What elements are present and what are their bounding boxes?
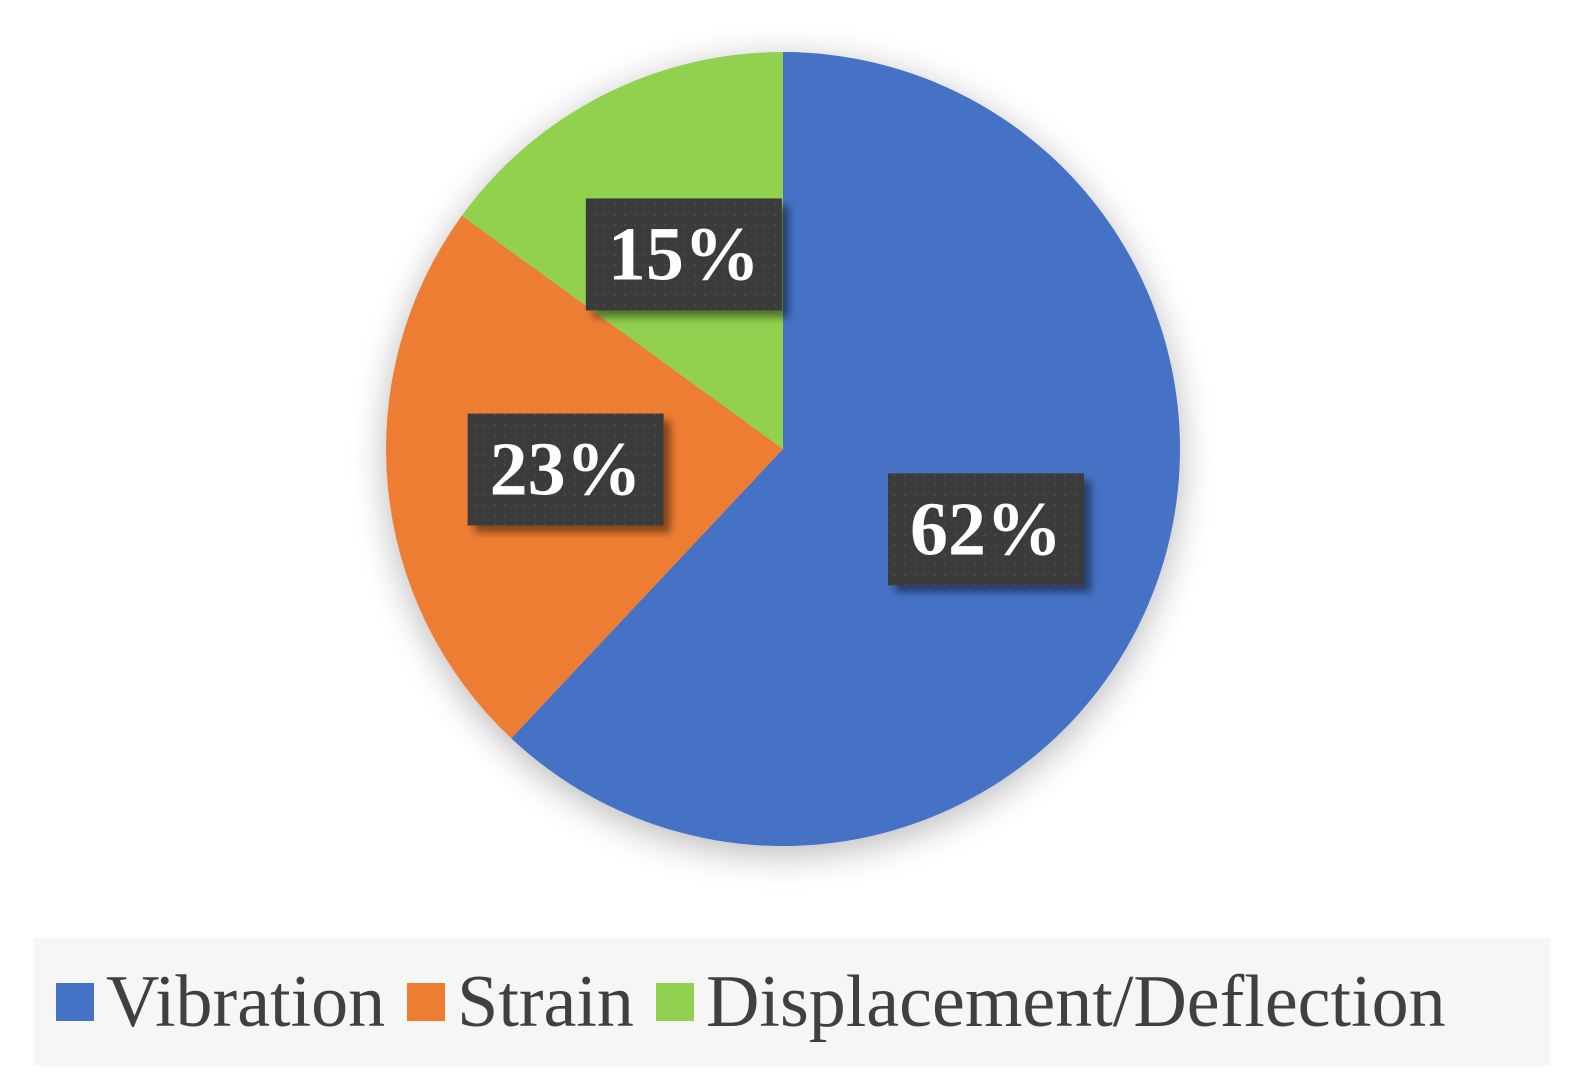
legend-item-displacement-deflection: Displacement/Deflection: [655, 961, 1446, 1043]
data-label-text-displacement-deflection: 15%: [608, 212, 760, 296]
legend-item-strain: Strain: [407, 965, 634, 1039]
data-label-displacement-deflection: 15%: [585, 198, 782, 311]
legend-swatch-vibration: [56, 983, 94, 1021]
data-label-text-strain: 23%: [490, 428, 642, 512]
legend-label-strain: Strain: [457, 961, 634, 1043]
legend-label-displacement-deflection: Displacement/Deflection: [705, 961, 1446, 1043]
pie-slice-vibration: [511, 52, 1180, 846]
legend-item-vibration: Vibration: [56, 965, 385, 1039]
data-label-box-displacement-deflection: [585, 198, 782, 311]
data-label-box-strain: [467, 413, 664, 526]
data-label-strain: 23%: [467, 413, 664, 526]
data-label-text-vibration: 62%: [910, 487, 1062, 571]
legend: Vibration Strain Displacement/Deflection: [34, 938, 1550, 1066]
legend-swatch-displacement-deflection: [655, 983, 694, 1021]
pie-data-labels: 62% 23% 15%: [467, 198, 1085, 586]
legend-swatch-strain: [407, 983, 446, 1021]
legend-label-vibration: Vibration: [106, 961, 386, 1043]
data-label-box-vibration: [888, 473, 1085, 586]
data-label-vibration: 62%: [888, 473, 1085, 586]
